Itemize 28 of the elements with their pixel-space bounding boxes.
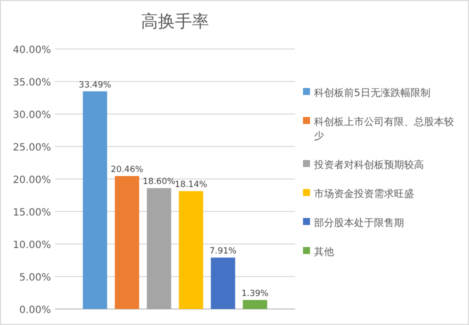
y-tick-label: 30.00%: [12, 110, 51, 121]
bar: [82, 91, 108, 309]
data-label: 20.46%: [110, 165, 144, 176]
data-label: 18.60%: [142, 177, 176, 188]
y-tick-label: 20.00%: [12, 175, 51, 186]
y-tick-label: 10.00%: [12, 240, 51, 251]
legend-label: 科创板前5日无涨跌幅限制: [314, 87, 430, 99]
y-tick-label: 15.00%: [12, 208, 51, 218]
legend-label: 科创板上市公司有限、总股本较少: [314, 116, 454, 142]
y-tick-label: 0.00%: [19, 305, 51, 316]
legend-label: 其他: [314, 246, 334, 258]
data-label: 18.14%: [174, 180, 208, 190]
legend-label: 部分股本处于限售期: [314, 217, 404, 229]
bar: [114, 176, 140, 309]
y-tick-label: 5.00%: [19, 272, 51, 284]
y-tick-label: 40.00%: [12, 45, 51, 56]
y-tick-label: 35.00%: [12, 78, 51, 88]
chart-title: 高换手率: [141, 12, 209, 32]
data-label: 1.39%: [241, 288, 269, 299]
bar: [178, 191, 204, 309]
bar: [146, 188, 172, 309]
legend-label: 投资者对科创板预期较高: [313, 159, 424, 171]
bar: [242, 300, 268, 309]
bar: [210, 258, 236, 309]
data-label: 33.49%: [78, 80, 112, 90]
legend-label: 市场资金投资需求旺盛: [314, 188, 414, 200]
y-tick-label: 25.00%: [12, 142, 51, 154]
data-label: 7.91%: [209, 246, 237, 257]
